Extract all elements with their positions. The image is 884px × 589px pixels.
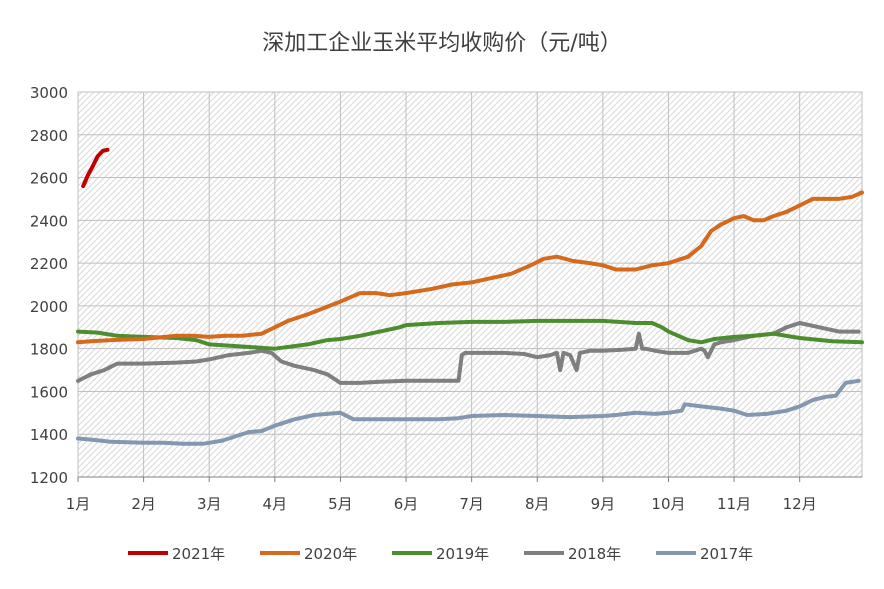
series-line-2019 — [76, 318, 864, 351]
x-tick-label: 5月 — [328, 495, 353, 513]
y-tick-label: 1800 — [30, 341, 68, 359]
x-tick-label: 1月 — [66, 495, 91, 513]
legend-label: 2018年 — [568, 545, 621, 563]
y-tick-label: 1400 — [30, 426, 68, 444]
series-line-2021 — [81, 147, 110, 189]
series-line-2020 — [76, 190, 864, 345]
y-tick-label: 3000 — [30, 84, 68, 102]
x-tick-label: 2月 — [131, 495, 156, 513]
legend-label: 2020年 — [304, 545, 357, 563]
x-tick-label: 3月 — [197, 495, 222, 513]
chart-title: 深加工企业玉米平均收购价（元/吨） — [262, 31, 621, 56]
x-tick-label: 8月 — [525, 495, 550, 513]
y-tick-label: 2400 — [30, 212, 68, 230]
x-tick-label: 9月 — [591, 495, 616, 513]
x-tick-label: 10月 — [651, 495, 685, 513]
y-tick-label: 2200 — [30, 255, 68, 273]
grid-lines — [77, 91, 863, 478]
legend-label: 2017年 — [700, 545, 753, 563]
y-axis: 1200 1400 1600 1800 2000 2200 2400 2600 2800 3000 — [30, 84, 68, 487]
x-tick-label: 6月 — [394, 495, 419, 513]
series-line-2018 — [76, 321, 861, 385]
y-tick-label: 1600 — [30, 383, 68, 401]
series-line-2017 — [76, 378, 861, 446]
legend-label: 2021年 — [172, 545, 225, 563]
y-tick-label: 2000 — [30, 298, 68, 316]
x-tick-label: 11月 — [717, 495, 751, 513]
x-tick-label: 12月 — [783, 495, 817, 513]
legend-label: 2019年 — [436, 545, 489, 563]
x-tick-label: 4月 — [263, 495, 288, 513]
y-tick-label: 1200 — [30, 469, 68, 487]
y-tick-label: 2800 — [30, 127, 68, 145]
x-tick-label: 7月 — [459, 495, 484, 513]
series-lines — [76, 147, 864, 446]
y-tick-label: 2600 — [30, 170, 68, 188]
x-axis: 1月 2月 3月 4月 5月 6月 7月 8月 9月 10月 11月 12月 — [66, 476, 862, 513]
legend: 2021年 2020年 2019年 2018年 2017年 — [128, 545, 753, 563]
